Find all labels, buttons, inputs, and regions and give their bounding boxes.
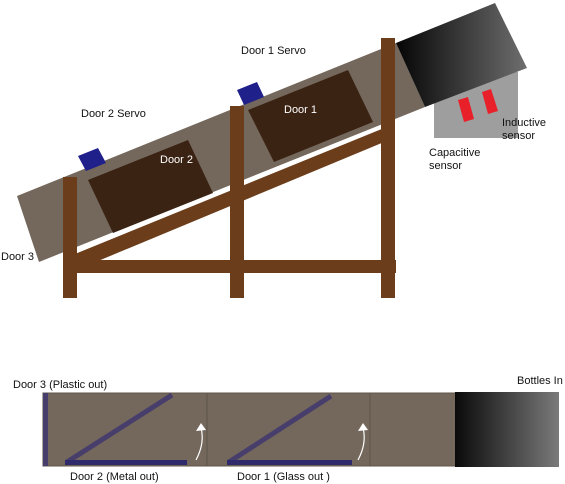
side-view: Door 1 Servo Door 2 Servo Door 1 Door 2 … bbox=[1, 3, 549, 298]
door-1-panel bbox=[248, 70, 373, 162]
inductive-sensor-label-line1: Inductive bbox=[502, 117, 546, 129]
top-door-3-label: Door 3 (Plastic out) bbox=[13, 379, 107, 391]
capacitive-sensor-element bbox=[458, 97, 474, 122]
door-1-servo-label: Door 1 Servo bbox=[241, 45, 306, 57]
door-2-label: Door 2 bbox=[160, 154, 193, 166]
top-door-2-label: Door 2 (Metal out) bbox=[70, 471, 159, 483]
door-1-label: Door 1 bbox=[284, 104, 317, 116]
bottle-hopper-side bbox=[396, 3, 527, 107]
top-chute bbox=[42, 392, 457, 467]
door-2-rotation-arrowhead bbox=[196, 423, 206, 431]
door-3-plate bbox=[43, 393, 48, 466]
frame-diagonal-brace bbox=[70, 128, 389, 271]
bottle-hopper-top bbox=[455, 392, 559, 467]
door-1-flap bbox=[227, 393, 333, 465]
inductive-sensor-label-line2: sensor bbox=[502, 130, 535, 142]
wooden-frame bbox=[63, 38, 396, 298]
door-2-servo-label: Door 2 Servo bbox=[81, 108, 146, 120]
top-view: Door 3 (Plastic out) Bottles In Door 2 (… bbox=[13, 375, 563, 483]
frame-leg-middle bbox=[230, 106, 244, 298]
door-1-rotation-arrow bbox=[357, 427, 365, 461]
top-bottles-in-label: Bottles In bbox=[517, 375, 563, 387]
door-1-servo bbox=[237, 82, 264, 105]
frame-base-beam bbox=[63, 260, 396, 273]
frame-leg-left bbox=[63, 177, 77, 298]
frame-leg-right bbox=[381, 38, 395, 298]
capacitive-sensor-label: Capacitive sensor bbox=[429, 147, 483, 172]
top-door-1-label: Door 1 (Glass out ) bbox=[237, 471, 330, 483]
inductive-sensor-label: Inductive sensor bbox=[502, 117, 549, 142]
capacitive-sensor-label-line2: sensor bbox=[429, 160, 462, 172]
door-2-panel bbox=[88, 140, 213, 233]
door-3-label: Door 3 bbox=[1, 251, 34, 263]
door-2-flap bbox=[65, 392, 174, 465]
capacitive-sensor-label-line1: Capacitive bbox=[429, 147, 480, 159]
door-2-rotation-arrow bbox=[195, 427, 203, 461]
door-1-base bbox=[227, 460, 352, 465]
door-1-rotation-arrowhead bbox=[358, 423, 368, 431]
inclined-chute bbox=[17, 43, 425, 262]
inductive-sensor-element bbox=[482, 89, 498, 114]
door-2-base bbox=[65, 460, 187, 465]
door-2-servo bbox=[78, 148, 106, 171]
